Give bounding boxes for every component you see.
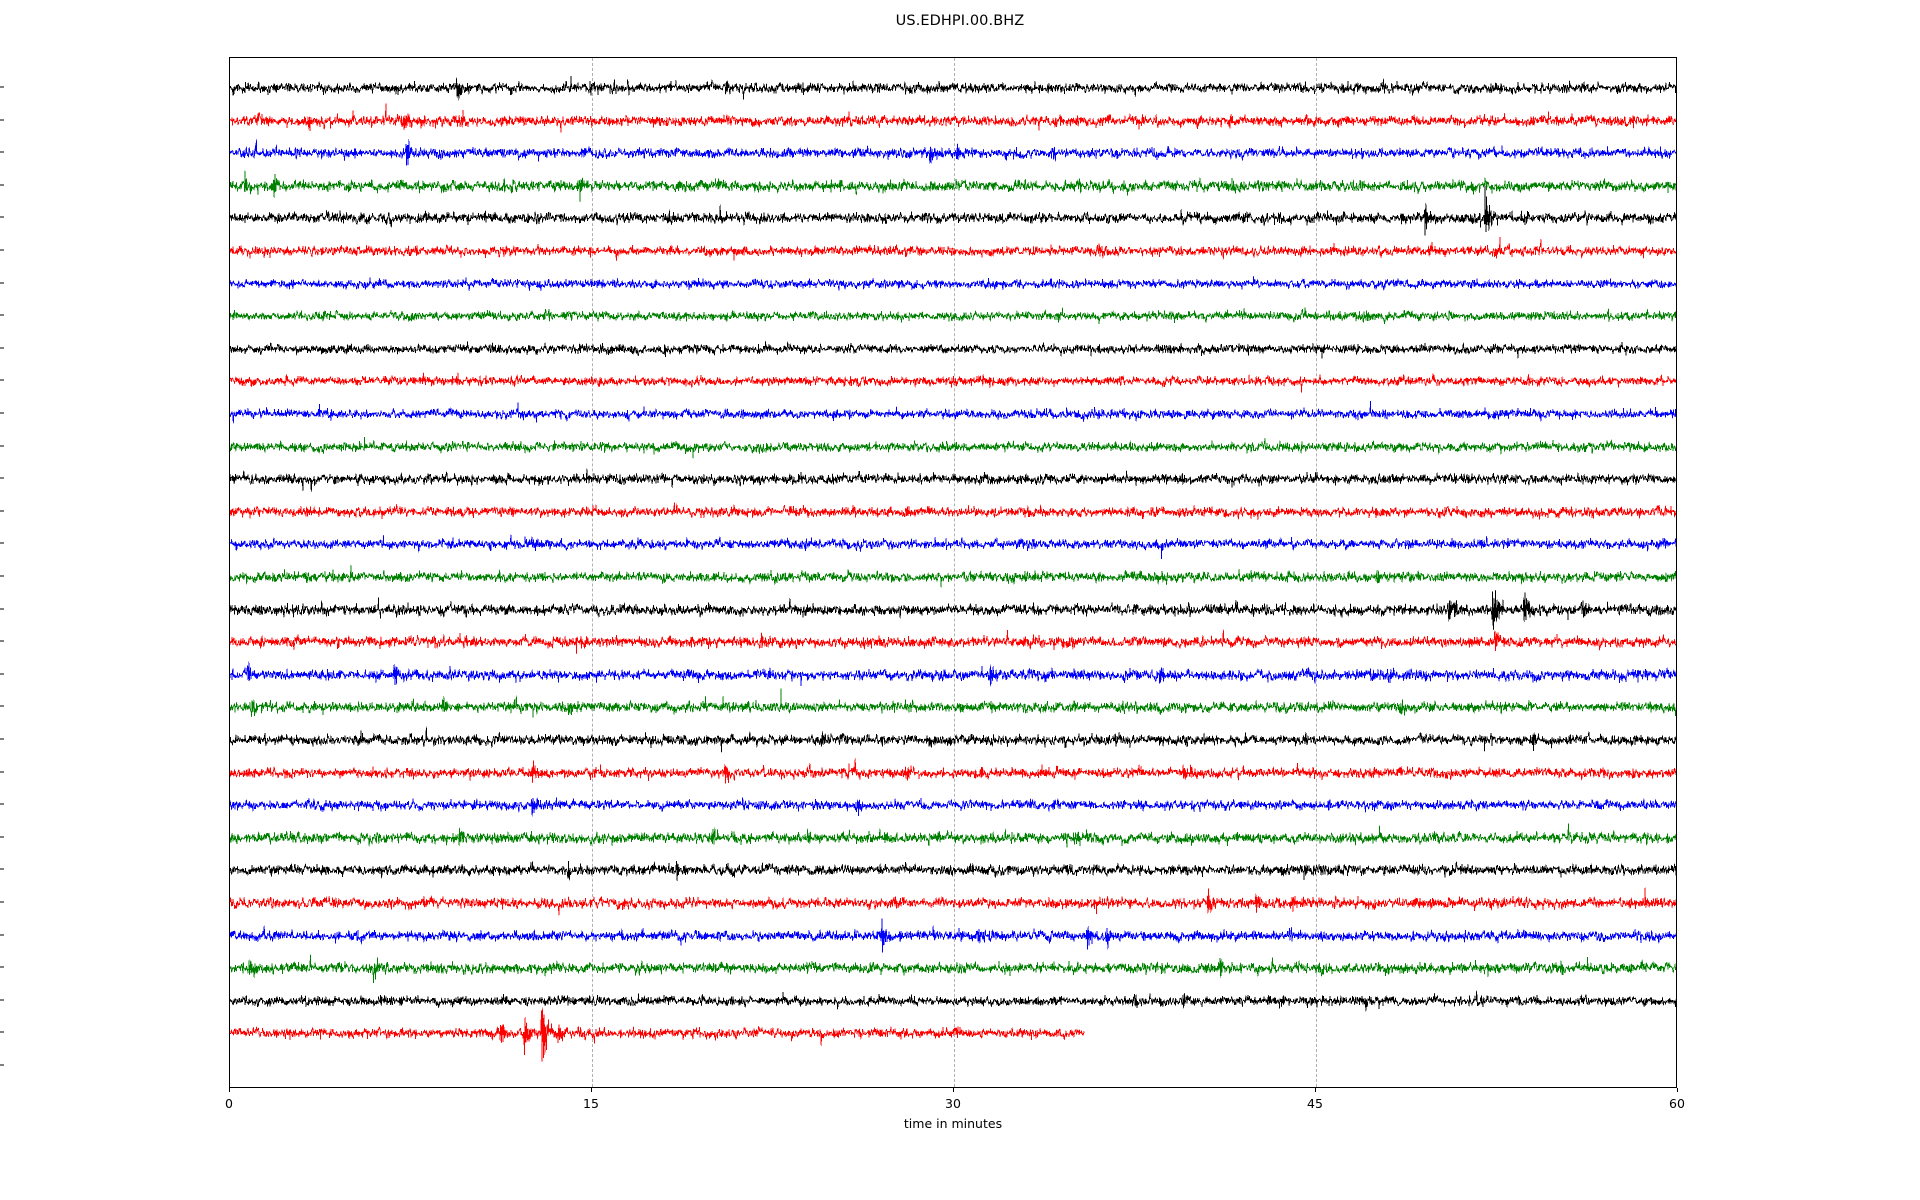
- x-tick-label: 0: [225, 1096, 233, 1111]
- seismic-trace: [230, 185, 1676, 248]
- y-tick-mark: [0, 510, 4, 512]
- y-tick-mark: [0, 803, 4, 805]
- plot-area: [229, 57, 1677, 1088]
- x-tick-mark: [591, 1088, 592, 1092]
- seismic-trace: [230, 873, 1676, 933]
- y-tick-mark: [0, 738, 4, 740]
- seismic-trace: [230, 417, 1676, 477]
- y-tick-mark: [0, 445, 4, 447]
- y-tick-mark: [0, 347, 4, 349]
- seismic-trace: [230, 775, 1676, 835]
- seismic-trace: [230, 612, 1676, 672]
- y-tick-mark: [0, 934, 4, 936]
- seismic-trace: [230, 971, 1676, 1031]
- y-tick-mark: [0, 705, 4, 707]
- seismic-trace: [230, 1003, 1676, 1063]
- y-tick-mark: [0, 868, 4, 870]
- x-tick-label: 15: [583, 1096, 599, 1111]
- gridline-15: [592, 58, 593, 1087]
- seismic-trace: [230, 547, 1676, 607]
- seismic-trace: [230, 254, 1676, 314]
- seismic-trace: [230, 58, 1676, 118]
- y-tick-mark: [0, 575, 4, 577]
- seismic-trace: [230, 449, 1676, 509]
- seismic-trace: [230, 514, 1676, 574]
- x-tick-label: 60: [1669, 1096, 1685, 1111]
- seismic-trace: [230, 221, 1676, 281]
- y-tick-mark: [0, 836, 4, 838]
- y-axis: 00:00:0101:00:0102:00:0103:00:0104:00:01…: [0, 57, 229, 1088]
- y-tick-mark: [0, 184, 4, 186]
- seismic-trace: [230, 645, 1676, 705]
- y-tick-mark: [0, 673, 4, 675]
- y-tick-mark: [0, 119, 4, 121]
- y-tick-mark: [0, 771, 4, 773]
- y-tick-mark: [0, 966, 4, 968]
- seismic-trace: [230, 286, 1676, 346]
- seismic-trace: [230, 91, 1676, 151]
- y-tick-mark: [0, 1031, 4, 1033]
- x-axis: 0 15 30 45 60: [225, 1088, 1685, 1128]
- page-title: US.EDHPI.00.BHZ: [895, 13, 1025, 29]
- y-tick-mark: [0, 412, 4, 414]
- seismic-trace: [230, 710, 1676, 770]
- y-tick-mark: [0, 249, 4, 251]
- gridline-45: [1316, 58, 1317, 1087]
- y-tick-mark: [0, 542, 4, 544]
- x-tick-mark: [953, 1088, 954, 1092]
- y-tick-mark: [0, 151, 4, 153]
- seismic-trace: [230, 743, 1676, 803]
- x-tick-mark: [229, 1088, 230, 1092]
- seismic-trace: [230, 808, 1676, 868]
- seismic-trace: [230, 938, 1676, 998]
- seismic-trace: [230, 482, 1676, 542]
- y-tick-mark: [0, 282, 4, 284]
- y-tick-mark: [0, 379, 4, 381]
- x-tick-mark: [1315, 1088, 1316, 1092]
- seismic-trace: [230, 906, 1676, 966]
- y-tick-mark: [0, 314, 4, 316]
- y-tick-mark: [0, 901, 4, 903]
- seismic-trace: [230, 319, 1676, 379]
- y-tick-mark: [0, 1064, 4, 1066]
- seismic-trace: [230, 156, 1676, 216]
- x-tick-label: 45: [1307, 1096, 1323, 1111]
- seismic-trace: [230, 384, 1676, 444]
- x-axis-title: time in minutes: [903, 1116, 1003, 1131]
- y-tick-mark: [0, 999, 4, 1001]
- seismic-trace: [230, 580, 1676, 640]
- x-tick-label: 30: [945, 1096, 961, 1111]
- seismic-trace: [230, 351, 1676, 411]
- y-tick-mark: [0, 608, 4, 610]
- y-tick-mark: [0, 86, 4, 88]
- seismic-trace: [230, 123, 1676, 183]
- seismic-trace: [230, 677, 1676, 737]
- y-tick-mark: [0, 477, 4, 479]
- y-tick-mark: [0, 640, 4, 642]
- x-tick-mark: [1677, 1088, 1678, 1092]
- gridline-30: [954, 58, 955, 1087]
- y-tick-mark: [0, 216, 4, 218]
- seismic-trace: [230, 840, 1676, 900]
